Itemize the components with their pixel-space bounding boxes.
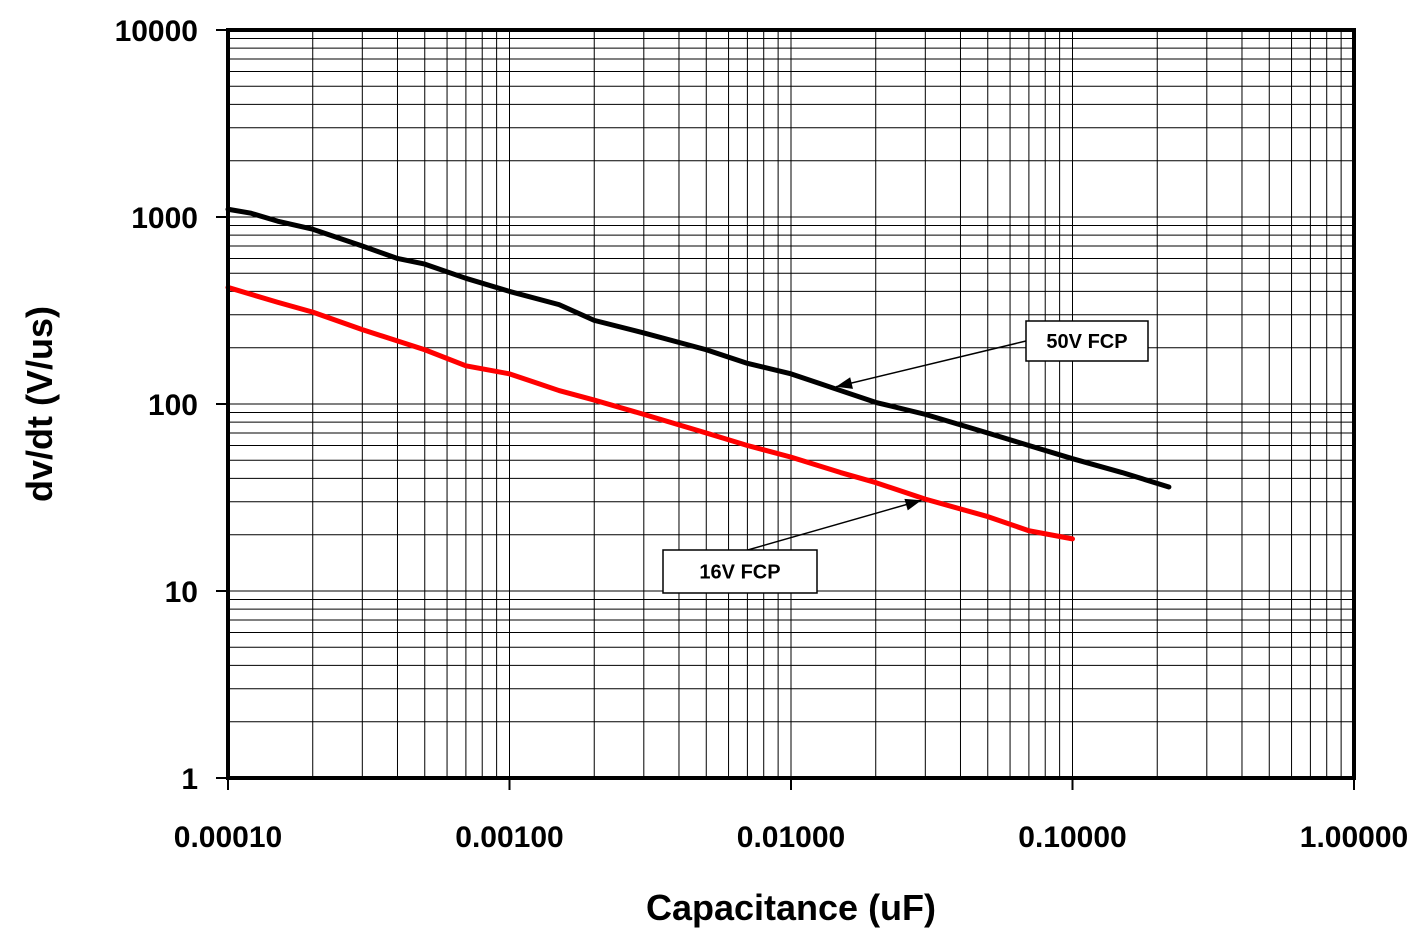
x-tick-label: 0.01000: [737, 821, 845, 854]
y-tick-label: 10000: [115, 15, 198, 48]
callout-box: [1025, 320, 1149, 362]
y-tick-label: 1000: [131, 202, 198, 235]
plot-frame: [226, 28, 1356, 780]
tick-labels: 0.00010 0.00100 0.01000 0.10000 1.00000 1 10 10…: [115, 15, 1409, 854]
y-axis-title: dv/dt (V/us): [19, 306, 60, 502]
x-tick-label: 0.00010: [174, 821, 282, 854]
callout-arrow-line: [747, 499, 922, 551]
y-tick-label: 10: [165, 576, 198, 609]
callout-box: [662, 549, 818, 594]
callouts: 50V FCP 16V FCP: [662, 320, 1149, 594]
series-layer: [225, 206, 1172, 542]
y-tick-label: 100: [148, 389, 198, 422]
series-line-50v-fcp: [225, 206, 1172, 490]
series-line-16v-fcp: [225, 284, 1075, 542]
x-tick-label: 0.00100: [455, 821, 563, 854]
callout-arrow-head: [836, 377, 853, 389]
callout-label: 16V FCP: [699, 562, 780, 584]
callout-label: 50V FCP: [1046, 331, 1127, 353]
y-tick-label: 1: [181, 763, 198, 796]
x-axis-title: Capacitance (uF): [646, 887, 936, 928]
callout-arrow-line: [835, 340, 1027, 388]
x-tick-label: 1.00000: [1300, 821, 1408, 854]
x-tick-label: 0.10000: [1018, 821, 1126, 854]
callout-arrow-head: [904, 498, 922, 511]
grid-lines: [227, 30, 1354, 779]
